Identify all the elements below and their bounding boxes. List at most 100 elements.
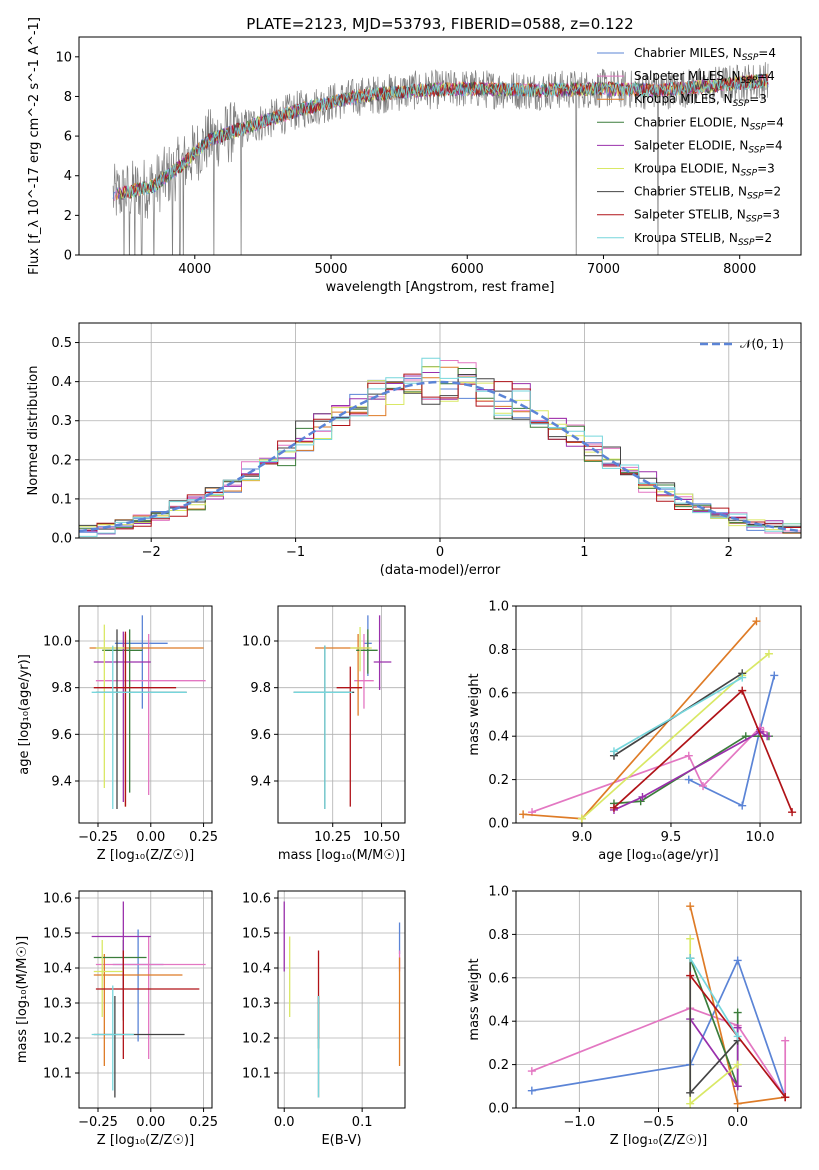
legend-label: Kroupa STELIB, NSSP=2 [634, 231, 772, 248]
weight-series-line [688, 675, 776, 807]
mass-vs-metallicity-panel: −0.25 0.00 0.25 10.1 10.2 10.3 10.4 10.5 10.6 Z [… [15, 890, 218, 1148]
plot-frame [277, 890, 406, 1109]
y-tick-label: 9.8 [51, 681, 72, 696]
weight-series-line [523, 620, 758, 820]
weight-marker [686, 954, 695, 963]
y-tick-label: 9.4 [250, 775, 271, 790]
weight-marker [738, 686, 747, 695]
weight-marker [699, 782, 708, 791]
y-tick-label: 0.8 [488, 928, 509, 943]
legend-subscript: SSP [746, 215, 763, 225]
weight-marker [763, 732, 772, 741]
y-tick-label: 0.3 [51, 414, 72, 429]
legend-label: Salpeter MILES, NSSP=4 [634, 69, 775, 86]
weight-marker [733, 1099, 742, 1108]
y-tick-label: 0.5 [51, 336, 72, 351]
weight-marker [684, 775, 693, 784]
y-tick-label: 10.5 [43, 927, 72, 942]
weight-lines [527, 902, 790, 1108]
x-tick-label: 8000 [723, 262, 756, 277]
y-axis-label: Flux [f_λ 10^-17 erg cm^-2 s^-1 A^-1] [27, 17, 42, 275]
gaussian-curve [79, 380, 801, 533]
weight-marker [788, 808, 797, 817]
legend-label: Chabrier ELODIE, NSSP=4 [634, 115, 784, 132]
weight-marker [527, 1086, 536, 1095]
y-tick-label: 10.4 [43, 962, 72, 977]
x-axis-label: Z [log₁₀(Z/Z☉)] [97, 1133, 194, 1148]
y-tick-label: 9.6 [51, 728, 72, 743]
x-tick-label: 10.25 [314, 830, 351, 845]
residual-histogram [79, 357, 801, 537]
y-tick-label: 10.3 [242, 997, 271, 1012]
errorbars [293, 615, 392, 809]
x-tick-label: 4000 [178, 262, 211, 277]
y-tick-label: 10.4 [242, 962, 271, 977]
y-tick-label: 0.2 [51, 453, 72, 468]
x-tick-label: −0.25 [78, 830, 118, 845]
y-tick-label: 1.0 [488, 600, 509, 615]
y-tick-label: 0.6 [488, 686, 509, 701]
plot-frame [515, 890, 802, 1109]
y-tick-label: 10.5 [242, 927, 271, 942]
weight-marker [752, 617, 761, 626]
legend-suffix: =3 [757, 162, 775, 176]
weight-marker [733, 1060, 742, 1069]
age-vs-metallicity-panel: −0.25 0.00 0.25 9.4 9.6 9.8 10.0 Z [log₁₀(Z/Z☉)… [17, 605, 218, 863]
residuals-panel: −2 −1 0 1 2 0.0 0.1 0.2 0.3 0.4 0.5 (data-model)/er… [26, 322, 802, 578]
plot-frame [277, 605, 406, 824]
y-axis-label: mass weight [467, 958, 482, 1040]
y-tick-label: 0.4 [488, 1015, 509, 1030]
x-tick-label: 9.0 [572, 830, 593, 845]
weight-marker [577, 814, 586, 823]
legend-label: Chabrier STELIB, NSSP=2 [634, 185, 781, 202]
weight-marker [733, 1008, 742, 1017]
x-tick-label: −1.0 [564, 1115, 596, 1130]
x-tick-label: 0.1 [352, 1115, 373, 1130]
legend-suffix: =4 [765, 138, 783, 152]
y-tick-label: 10.1 [43, 1067, 72, 1082]
y-tick-label: 9.6 [250, 728, 271, 743]
y-tick-label: 8 [64, 90, 72, 105]
legend-subscript: SSP [742, 53, 759, 63]
weight-series-line [531, 958, 787, 1098]
x-axis-label: Z [log₁₀(Z/Z☉)] [97, 848, 194, 863]
legend-suffix: =2 [754, 231, 772, 245]
weight-marker [609, 803, 618, 812]
legend-subscript: SSP [741, 169, 758, 179]
model-spectrum-line [123, 75, 769, 200]
y-tick-label: 10.2 [43, 1032, 72, 1047]
x-axis-label: wavelength [Angstrom, rest frame] [326, 280, 555, 295]
figure-title: PLATE=2123, MJD=53793, FIBERID=0588, z=0… [246, 15, 633, 33]
age-vs-mass-panel: 10.25 10.50 9.4 9.6 9.8 10.0 mass [log₁₀(M/M☉)… [242, 605, 406, 863]
weight-marker [638, 792, 647, 801]
weight-marker [733, 956, 742, 965]
x-tick-label: 0.00 [136, 1115, 165, 1130]
y-axis-label: age [log₁₀(age/yr)] [17, 654, 32, 775]
y-tick-label: 0.0 [488, 1102, 509, 1117]
weight-marker [686, 902, 695, 911]
spectrum-lines [112, 62, 769, 255]
weight-marker [686, 934, 695, 943]
y-tick-label: 0.8 [488, 643, 509, 658]
errorbars [91, 901, 206, 1098]
legend-suffix: =3 [749, 92, 767, 106]
y-tick-label: 10.1 [242, 1067, 271, 1082]
errorbars [89, 615, 206, 809]
y-tick-label: 10.0 [43, 635, 72, 650]
weight-marker [686, 1088, 695, 1097]
x-axis-label: mass [log₁₀(M/M☉)] [278, 848, 405, 863]
y-tick-label: 10.6 [242, 892, 271, 907]
x-axis-label: age [log₁₀(age/yr)] [598, 848, 719, 863]
legend-subscript: SSP [738, 238, 755, 248]
weight-marker [733, 1023, 742, 1032]
weight-marker [733, 1082, 742, 1091]
y-tick-label: 10.3 [43, 997, 72, 1012]
x-tick-label: 10.50 [363, 830, 400, 845]
y-tick-label: 0.0 [51, 532, 72, 547]
legend-subscript: SSP [748, 145, 765, 155]
y-tick-label: 10.2 [242, 1032, 271, 1047]
x-tick-label: 9.5 [661, 830, 682, 845]
legend-suffix: =4 [758, 46, 776, 60]
plot-frame [78, 322, 802, 539]
legend-label: Kroupa ELODIE, NSSP=3 [634, 162, 775, 179]
